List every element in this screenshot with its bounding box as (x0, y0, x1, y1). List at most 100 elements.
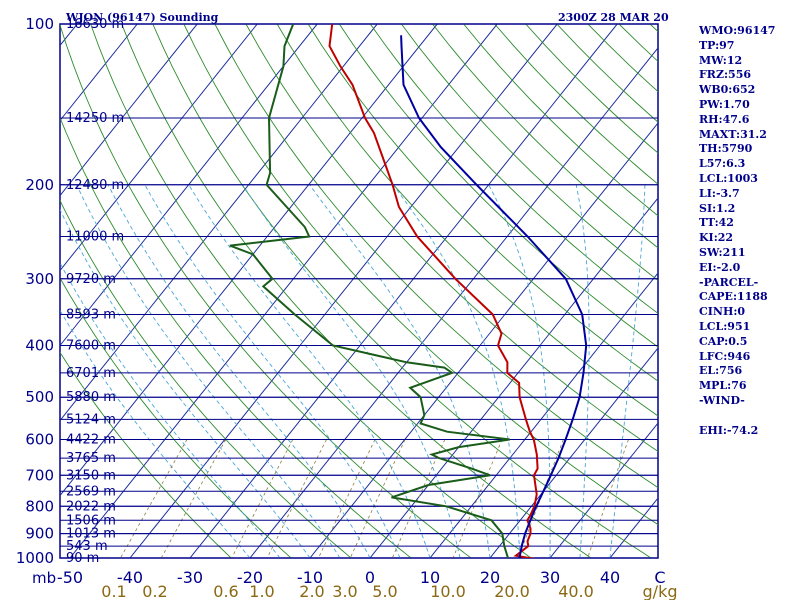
moist-adiabat (60, 208, 311, 558)
mixing-ratio-label: 1.0 (249, 582, 274, 600)
index-item: -PARCEL- (699, 275, 759, 289)
mixing-ratio-label: g/kg (643, 582, 678, 600)
height-level-label: 3150 m (66, 468, 116, 483)
index-item: MW:12 (699, 53, 743, 67)
indices-panel: WMO:96147 TP:97 MW:12 FRZ:556 WB0:652 PW:1.70… (699, 24, 799, 438)
height-level-label: 3765 m (66, 451, 116, 466)
pressure-axis-label: mb (32, 569, 56, 587)
index-item (699, 409, 799, 424)
moist-adiabat (107, 184, 371, 558)
mixing-ratio-label: 40.0 (558, 582, 594, 600)
index-item: TT:42 (699, 216, 734, 230)
temp-tick-label: 30 (540, 568, 560, 587)
pressure-tick-label: 200 (25, 176, 54, 194)
index-item: MAXT:31.2 (699, 127, 767, 141)
index-item: MPL:76 (699, 379, 747, 393)
height-level-label: 90 m (66, 551, 99, 566)
temp-tick-label: -10 (297, 568, 323, 587)
height-level-label: 9720 m (66, 272, 116, 287)
moist-adiabat (144, 184, 401, 558)
moist-adiabat (188, 184, 431, 558)
temp-tick-label: -30 (177, 568, 203, 587)
mixing-ratio-label: 0.6 (213, 582, 238, 600)
temp-tick-label: 0 (365, 568, 375, 587)
index-item: LCL:951 (699, 319, 751, 333)
temp-tick-label: -50 (57, 568, 83, 587)
index-item: WB0:652 (699, 83, 756, 97)
index-item: KI:22 (699, 231, 734, 245)
height-level-label: 1013 m (66, 527, 116, 542)
plot-area (59, 23, 659, 559)
pressure-tick-label: 300 (25, 270, 54, 288)
height-level-label: 5880 m (66, 390, 116, 405)
index-item: L57:6.3 (699, 157, 746, 171)
temp-tick-label: 20 (480, 568, 500, 587)
height-level-label: 8593 m (66, 308, 116, 323)
height-level-label: 14250 m (66, 111, 124, 126)
pressure-tick-label: 500 (25, 388, 54, 406)
index-item: -WIND- (699, 393, 745, 407)
mixing-ratio-line (231, 439, 294, 558)
chart-title: WJON (96147) Sounding (65, 11, 219, 24)
height-level-label: 2569 m (66, 484, 116, 499)
height-level-label: 4422 m (66, 433, 116, 448)
moist-adiabat (242, 184, 461, 558)
mixing-ratio-label: 2.0 (299, 582, 324, 600)
height-level-label: 7600 m (66, 339, 116, 354)
pressure-tick-label: 400 (25, 337, 54, 355)
temp-tick-label: 10 (420, 568, 440, 587)
index-item: CAP:0.5 (699, 334, 748, 348)
isotherm-line (0, 24, 17, 558)
height-level-label: 11000 m (66, 229, 124, 244)
index-item: EI:-2.0 (699, 260, 741, 274)
height-level-label: 5124 m (66, 412, 116, 427)
index-item: LCL:1003 (699, 171, 758, 185)
index-item: CAPE:1188 (699, 290, 768, 304)
pressure-tick-label: 700 (25, 466, 54, 484)
index-item: WMO:96147 (699, 24, 776, 37)
index-item: SW:211 (699, 245, 746, 259)
mixing-ratio-label: 3.0 (332, 582, 357, 600)
index-item: TP:97 (699, 38, 735, 52)
index-item: TH:5790 (699, 142, 753, 156)
mixing-ratio-label: 5.0 (372, 582, 397, 600)
index-item: PW:1.70 (699, 97, 750, 111)
index-item: LFC:946 (699, 349, 751, 363)
index-item: EL:756 (699, 364, 743, 378)
pressure-tick-label: 1000 (16, 549, 54, 567)
height-level-label: 12480 m (66, 178, 124, 193)
height-level-label: 6701 m (66, 366, 116, 381)
index-item: FRZ:556 (699, 68, 752, 82)
mixing-ratio-label: 0.1 (101, 582, 126, 600)
pressure-tick-label: 100 (25, 15, 54, 33)
mixing-ratio-line (160, 439, 227, 558)
chart-time: 2300Z 28 MAR 20 (558, 11, 669, 24)
profile-trace (328, 24, 539, 558)
profile-traces (229, 24, 588, 558)
height-level-label: 16630 m (66, 17, 124, 32)
temp-tick-label: C (654, 568, 665, 587)
mixing-ratio-line (587, 439, 629, 558)
mixing-ratio-label: 20.0 (494, 582, 530, 600)
height-level-label: 543 m (66, 539, 108, 554)
profile-trace (400, 35, 588, 558)
height-level-label: 2022 m (66, 499, 116, 514)
pressure-tick-label: 900 (25, 525, 54, 543)
moist-adiabat (575, 184, 590, 558)
mixing-ratio-line (517, 439, 564, 558)
pressure-tick-label: 600 (25, 431, 54, 449)
mixing-ratio-label: 10.0 (430, 582, 466, 600)
temp-tick-label: -40 (117, 568, 143, 587)
index-item: LI:-3.7 (699, 186, 740, 200)
temp-tick-label: 40 (600, 568, 620, 587)
index-item: SI:1.2 (699, 201, 736, 215)
moist-adiabat (488, 184, 551, 558)
mixing-ratio-label: 0.2 (142, 582, 167, 600)
index-item: RH:47.6 (699, 112, 750, 126)
isobars (60, 23, 658, 559)
height-level-label: 1506 m (66, 513, 116, 528)
index-item: EHI:-74.2 (699, 423, 759, 437)
index-item: CINH:0 (699, 305, 746, 319)
